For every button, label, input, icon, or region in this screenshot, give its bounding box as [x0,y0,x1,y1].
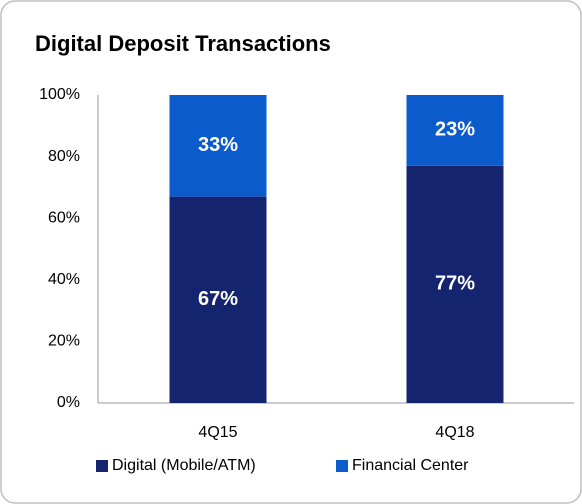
chart-title: Digital Deposit Transactions [35,31,331,56]
x-tick-label: 4Q18 [435,424,474,441]
bar-segment [406,165,504,403]
bar-segment [169,95,267,197]
y-tick-label: 20% [48,333,80,350]
bar-segment [169,196,267,403]
data-label: 67% [198,288,238,310]
y-tick-label: 0% [57,394,80,411]
data-label: 23% [435,119,475,141]
data-label: 77% [435,273,475,295]
x-tick-label: 4Q15 [198,424,237,441]
legend-swatch [336,460,348,472]
bar-segment [406,95,504,166]
legend-label: Digital (Mobile/ATM) [112,457,256,474]
legend-label: Financial Center [352,457,469,474]
y-tick-label: 60% [48,209,80,226]
data-label: 33% [198,134,238,156]
y-tick-label: 100% [39,86,80,103]
y-tick-label: 80% [48,148,80,165]
legend-swatch [96,460,108,472]
y-tick-label: 40% [48,271,80,288]
